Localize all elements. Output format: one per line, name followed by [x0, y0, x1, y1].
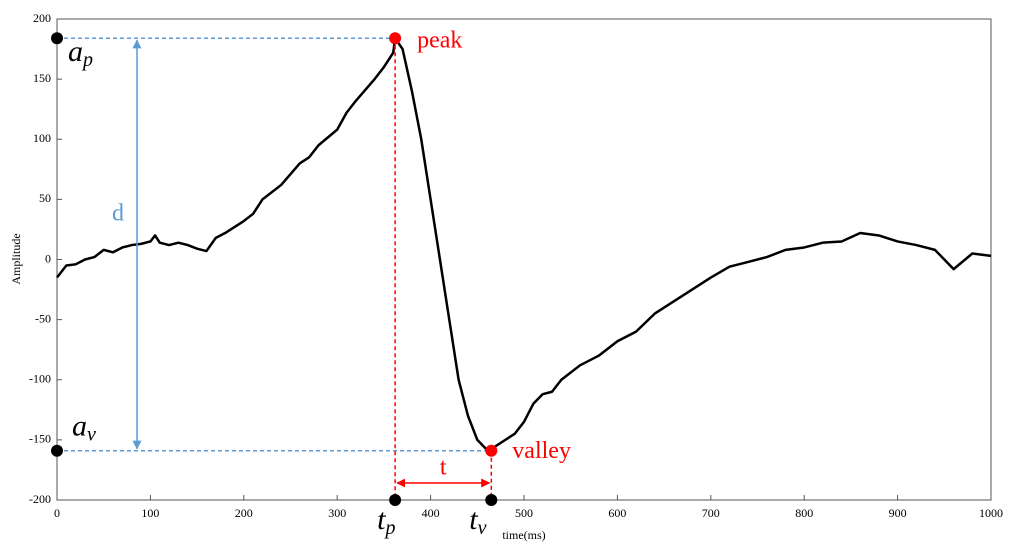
time-valley-symbol-base: t [469, 503, 478, 536]
amp-valley-symbol: av [72, 410, 96, 446]
plot-frame [56, 18, 992, 501]
y-tick-label: 200 [33, 11, 51, 25]
valley-label: valley [512, 438, 571, 464]
peak-time-dot [389, 494, 402, 506]
time-valley-symbol-sub: v [478, 517, 487, 539]
amp-peak-symbol-sub: p [81, 49, 93, 71]
amp-valley-symbol-sub: v [87, 423, 96, 445]
y-tick-label: 150 [33, 71, 51, 85]
valley-amplitude-dot [51, 444, 63, 457]
y-tick-label: -150 [29, 432, 51, 446]
x-tick-label: 1000 [979, 506, 1003, 520]
x-tick-label: 100 [141, 506, 159, 520]
y-tick-label: 0 [45, 251, 51, 265]
amp-valley-symbol-base: a [72, 410, 87, 443]
y-tick-label: -50 [35, 311, 51, 325]
x-tick-label: 800 [795, 506, 813, 520]
time-valley-symbol: tv [469, 503, 486, 539]
x-tick-label: 400 [422, 506, 440, 520]
interval-label: t [440, 455, 447, 481]
x-tick-label: 700 [702, 506, 720, 520]
y-tick-label: -100 [29, 372, 51, 386]
x-tick-label: 500 [515, 506, 533, 520]
amp-peak-symbol-base: a [68, 35, 83, 68]
y-axis-label: Amplitude [9, 233, 23, 284]
time-peak-symbol-base: t [377, 503, 386, 536]
x-tick-label: 600 [608, 506, 626, 520]
valley-point [485, 444, 498, 457]
time-peak-symbol-sub: p [383, 517, 395, 539]
time-peak-symbol: tp [377, 503, 395, 539]
peak-point [389, 32, 402, 45]
x-tick-label: 0 [54, 506, 60, 520]
distance-label: d [112, 201, 124, 227]
peak-amplitude-dot [51, 32, 63, 45]
line [56, 36, 992, 452]
peak-label: peak [417, 28, 462, 54]
x-tick-label: 300 [328, 506, 346, 520]
x-axis-label: time(ms) [502, 528, 545, 542]
x-tick-label: 200 [235, 506, 253, 520]
y-tick-label: 50 [39, 191, 51, 205]
y-tick-label: -200 [29, 492, 51, 506]
y-tick-label: 100 [33, 131, 51, 145]
valley-time-dot [485, 494, 498, 506]
amp-peak-symbol: ap [68, 35, 93, 71]
x-tick-label: 900 [889, 506, 907, 520]
